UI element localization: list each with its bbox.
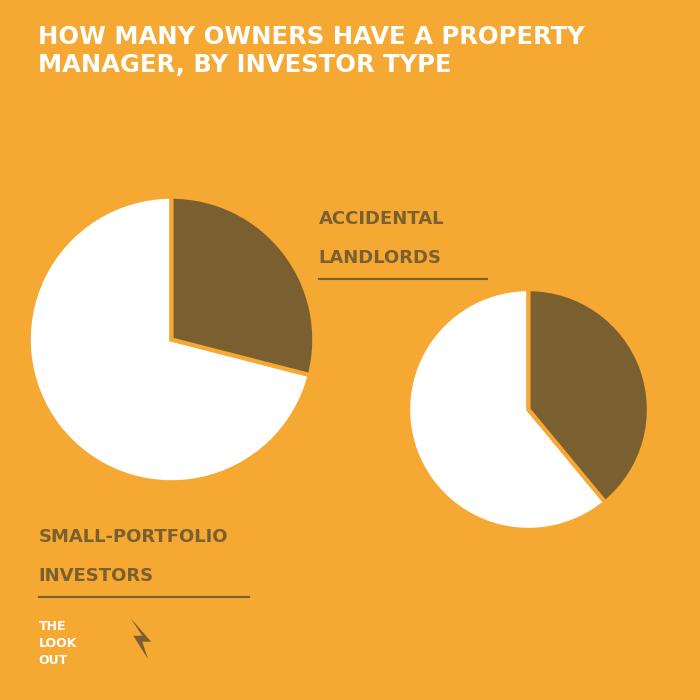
Text: 71: 71	[210, 356, 276, 400]
Text: MANAGER, BY INVESTOR TYPE: MANAGER, BY INVESTOR TYPE	[38, 52, 452, 76]
Text: HAVE A PM: HAVE A PM	[433, 430, 505, 442]
Text: 39: 39	[581, 400, 631, 433]
Text: INVESTORS: INVESTORS	[38, 567, 153, 585]
Polygon shape	[130, 618, 151, 659]
Text: A PM: A PM	[80, 316, 116, 328]
Text: %: %	[132, 242, 151, 262]
Text: HAVE A PM: HAVE A PM	[183, 403, 265, 416]
Text: HOW MANY OWNERS HAVE A PROPERTY: HOW MANY OWNERS HAVE A PROPERTY	[38, 25, 585, 48]
Wedge shape	[172, 197, 314, 375]
Wedge shape	[528, 289, 649, 503]
Text: OUT: OUT	[38, 654, 68, 668]
Text: DON'T HAVE: DON'T HAVE	[561, 442, 643, 454]
Text: THE: THE	[38, 620, 66, 633]
Text: %: %	[267, 354, 290, 374]
Text: ACCIDENTAL: ACCIDENTAL	[318, 210, 444, 228]
Text: %: %	[620, 393, 638, 412]
Wedge shape	[29, 197, 310, 482]
Text: LANDLORDS: LANDLORDS	[318, 248, 442, 267]
Text: SMALL-PORTFOLIO: SMALL-PORTFOLIO	[38, 528, 228, 547]
Text: DON'T HAVE: DON'T HAVE	[55, 293, 141, 305]
Text: 29: 29	[88, 247, 141, 285]
Text: LOOK: LOOK	[38, 637, 77, 650]
Wedge shape	[408, 289, 606, 530]
Text: A PM: A PM	[585, 463, 619, 475]
Text: 61: 61	[452, 387, 505, 425]
Text: %: %	[496, 385, 514, 403]
